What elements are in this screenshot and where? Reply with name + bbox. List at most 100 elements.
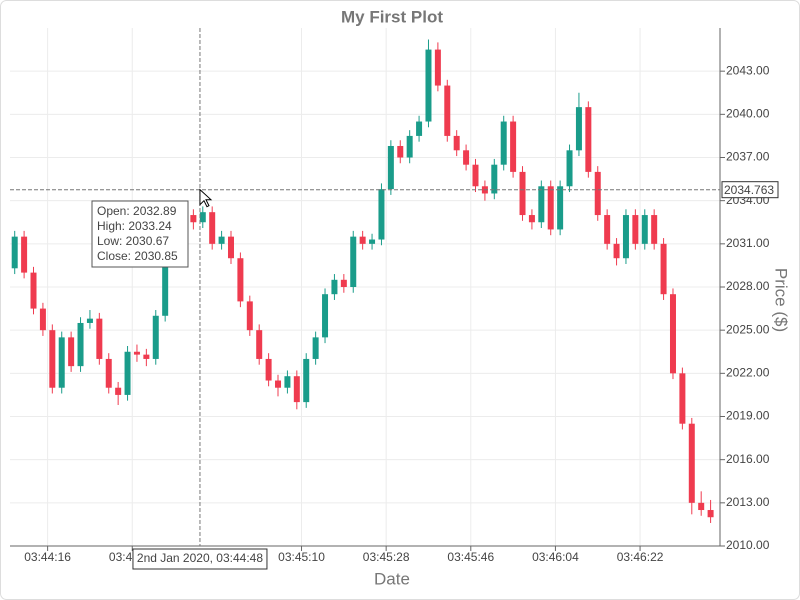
candle-body [425, 49, 432, 122]
candle-body [453, 135, 460, 151]
candle-body [199, 212, 206, 223]
candle-body [350, 236, 357, 287]
candle-body [190, 215, 197, 223]
candle-body [575, 107, 582, 151]
x-tick-label: 03:45:46 [447, 550, 494, 564]
y-tick-label: 2043.00 [726, 63, 770, 77]
candle-body [632, 215, 639, 244]
candle-body [256, 330, 263, 359]
x-tick-label: 03:46:22 [617, 550, 664, 564]
candle-body [406, 135, 413, 158]
x-tick-label: 03:44:16 [24, 550, 71, 564]
x-tick-label: 03:45:28 [363, 550, 410, 564]
candle-body [11, 236, 18, 269]
candle-body [519, 171, 526, 216]
candle-body [500, 121, 507, 165]
candle-body [293, 376, 300, 403]
candle-body [331, 279, 338, 295]
candle-body [604, 215, 611, 244]
candle-body [444, 85, 451, 136]
candle-body [641, 215, 648, 244]
x-axis-title: Date [374, 569, 410, 588]
candle-body [557, 186, 564, 230]
candle-body [679, 373, 686, 424]
candle-body [143, 354, 150, 359]
candle-body [152, 315, 159, 359]
candle-body [397, 145, 404, 158]
crosshair-y-label: 2034.763 [724, 183, 774, 197]
candle-body [463, 150, 470, 165]
y-tick-label: 2016.00 [726, 452, 770, 466]
x-tick-label: 03:46:04 [532, 550, 579, 564]
x-tick-label: 03:45:10 [278, 550, 325, 564]
candle-body [472, 164, 479, 187]
y-tick-label: 2022.00 [726, 366, 770, 380]
candle-body [209, 212, 216, 244]
candle-body [105, 358, 112, 388]
y-tick-label: 2025.00 [726, 322, 770, 336]
y-tick-label: 2010.00 [726, 538, 770, 552]
candle-body [265, 358, 272, 381]
candle-body [133, 351, 140, 355]
candle-body [434, 49, 441, 86]
candle-body [688, 423, 695, 503]
candle-body [547, 186, 554, 230]
candle-body [613, 243, 620, 259]
y-tick-label: 2031.00 [726, 236, 770, 250]
candle-body [49, 330, 56, 388]
candle-body [566, 150, 573, 187]
tooltip-box [91, 200, 189, 268]
crosshair-y-box [721, 181, 779, 199]
candle-body [669, 294, 676, 374]
candle-body [510, 121, 517, 172]
candle-body [322, 294, 329, 338]
candle-body [622, 215, 629, 259]
candle-body [162, 251, 169, 316]
candle-body [528, 215, 535, 223]
candle-body [340, 279, 347, 287]
candle-body [303, 358, 310, 403]
candle-body [237, 258, 244, 302]
candle-body [660, 243, 667, 295]
candle-body [21, 236, 28, 273]
candle-body [585, 107, 592, 172]
y-tick-label: 2040.00 [726, 107, 770, 121]
candle-body [359, 236, 366, 244]
candle-body [218, 236, 225, 244]
tooltip-line: Low: 2030.67 [97, 234, 169, 248]
candle-body [538, 186, 545, 223]
cursor [199, 188, 213, 208]
tooltip-line: Open: 2032.89 [97, 204, 177, 218]
candle-body [227, 236, 234, 259]
candle-body [86, 318, 93, 323]
candle-body [39, 308, 46, 331]
candle-body [275, 380, 282, 388]
y-tick-label: 2013.00 [726, 495, 770, 509]
candle-body [284, 376, 291, 388]
candle-body [115, 387, 122, 395]
y-tick-label: 2037.00 [726, 150, 770, 164]
y-tick-label: 2028.00 [726, 279, 770, 293]
candle-body [378, 189, 385, 240]
chart-title: My First Plot [341, 7, 443, 26]
candle-body [312, 337, 319, 359]
crosshair-x-box [132, 548, 268, 570]
candle-body [651, 215, 658, 244]
y-tick-label: 2019.00 [726, 409, 770, 423]
candle-body [707, 510, 714, 518]
candle-body [594, 171, 601, 216]
candle-body [246, 301, 253, 331]
candle-body [124, 351, 131, 395]
candle-body [369, 239, 376, 244]
candle-body [387, 145, 394, 190]
crosshair-x-label: 2nd Jan 2020, 03:44:48 [137, 551, 263, 565]
candle-body [416, 121, 423, 136]
candle-body [96, 318, 103, 359]
candle-body [30, 272, 37, 309]
candle-body [491, 164, 498, 194]
candle-body [68, 337, 75, 367]
y-axis-title: Price ($) [772, 268, 791, 332]
candle-body [77, 322, 84, 367]
